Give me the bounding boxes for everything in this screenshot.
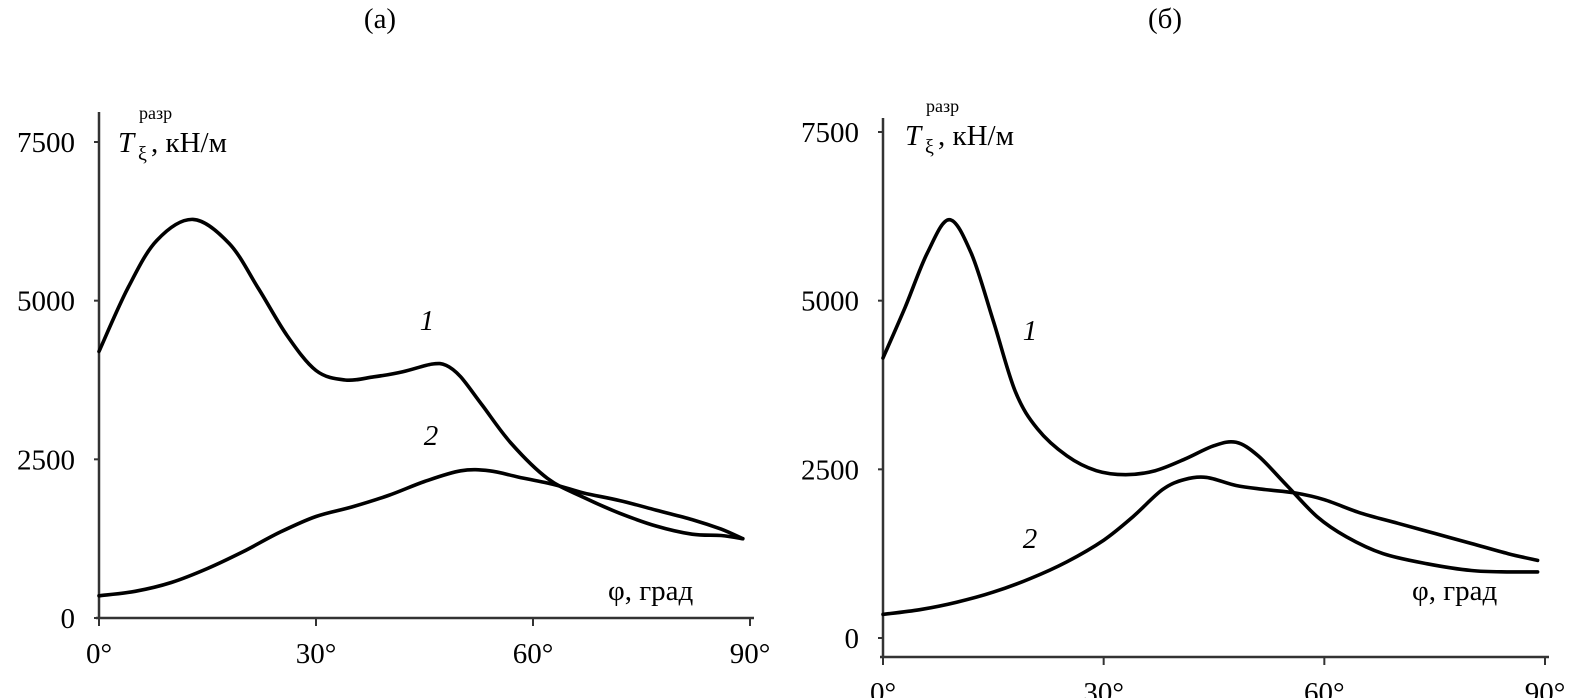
curve-label-2: 2 — [1023, 523, 1038, 555]
series-2-line — [881, 475, 1540, 617]
x-tick-label: 60° — [1304, 677, 1345, 698]
y-label-symbol: T — [118, 127, 136, 159]
x-tick-label: 30° — [296, 638, 337, 670]
x-tick-label: 0° — [870, 677, 896, 698]
panel-a: (а) 0 2500 5000 7500 0° 30° 60° 90° T ξ разр , кН/м φ… — [17, 3, 770, 670]
y-label-subscript: ξ — [138, 143, 147, 165]
curve-label-2: 2 — [424, 420, 439, 452]
panel-title: (а) — [364, 3, 396, 35]
panel-b: (б) 0 2500 5000 7500 0° 30° 60° 90° T ξ разр , кН/м φ… — [801, 3, 1565, 698]
x-axis-label: φ, град — [1412, 575, 1498, 607]
y-label-unit: , кН/м — [938, 120, 1014, 152]
y-tick-label: 7500 — [17, 127, 75, 159]
curve-label-1: 1 — [1023, 315, 1038, 347]
x-tick-label: 90° — [1525, 677, 1566, 698]
curve-label-1: 1 — [420, 305, 435, 337]
x-axis-label: φ, град — [608, 575, 694, 607]
y-tick-label: 5000 — [801, 286, 859, 318]
series-1-line — [97, 217, 745, 541]
x-tick-label: 30° — [1083, 677, 1124, 698]
y-tick-label: 5000 — [17, 286, 75, 318]
y-label-unit: , кН/м — [151, 127, 227, 159]
y-tick-label: 0 — [845, 623, 860, 655]
y-tick-label: 7500 — [801, 117, 859, 149]
y-tick-label: 2500 — [17, 444, 75, 476]
y-label-subscript: ξ — [925, 136, 934, 158]
y-tick-label: 2500 — [801, 454, 859, 486]
y-tick-label: 0 — [61, 603, 76, 635]
y-label-symbol: T — [905, 120, 923, 152]
x-tick-label: 0° — [86, 638, 112, 670]
x-tick-label: 60° — [513, 638, 554, 670]
panel-title: (б) — [1148, 3, 1182, 35]
series-2-line — [97, 467, 745, 598]
y-label-superscript: разр — [139, 103, 172, 123]
x-tick-label: 90° — [730, 638, 771, 670]
y-label-superscript: разр — [926, 96, 959, 116]
series-1-line — [881, 217, 1540, 574]
